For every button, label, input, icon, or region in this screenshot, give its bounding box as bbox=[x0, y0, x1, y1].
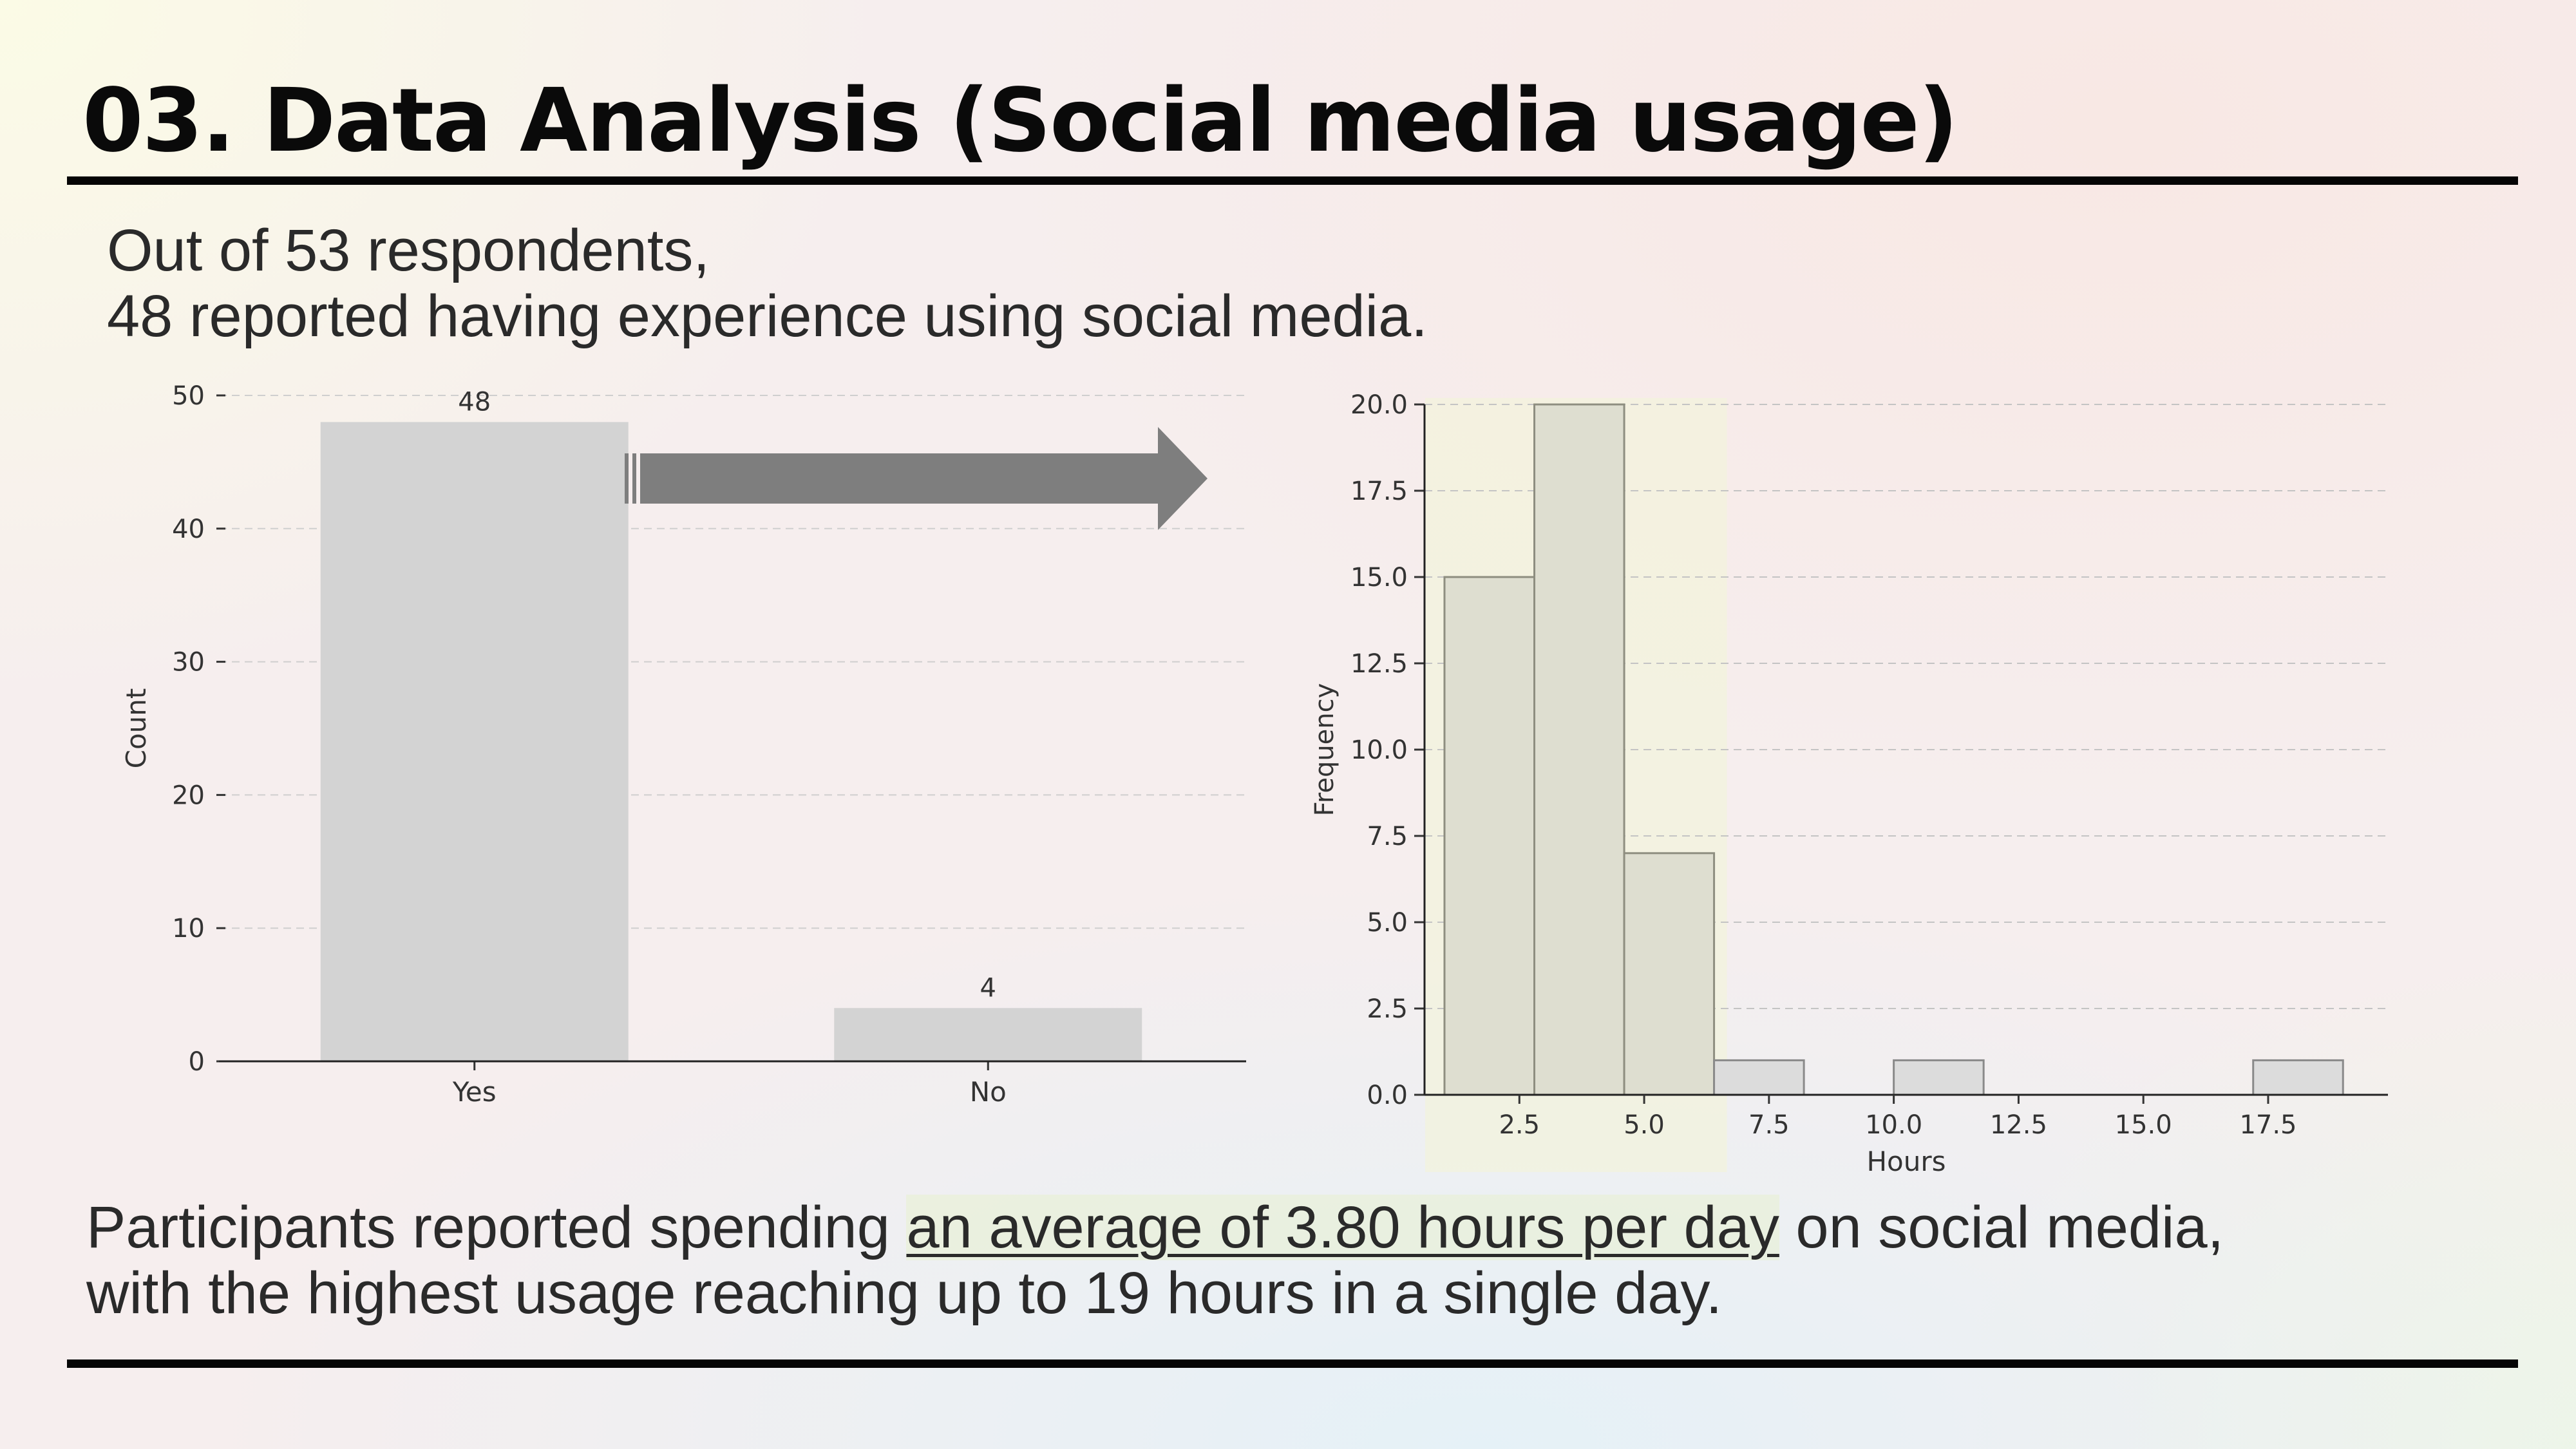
y-tick-label: 2.5 bbox=[1367, 994, 1408, 1024]
y-axis-label: Count bbox=[120, 688, 152, 769]
intro-line-2: 48 reported having experience using soci… bbox=[107, 283, 1428, 349]
summary-text: Participants reported spending an averag… bbox=[86, 1195, 2224, 1326]
summary-line-2: with the highest usage reaching up to 19… bbox=[86, 1260, 1723, 1326]
x-tick-label: 15.0 bbox=[2115, 1110, 2172, 1140]
y-tick-label: 5.0 bbox=[1367, 908, 1408, 938]
x-axis-label: Hours bbox=[1866, 1146, 1946, 1177]
bottom-divider bbox=[67, 1359, 2518, 1368]
hist-bar bbox=[1623, 852, 1716, 1096]
y-tick-label: 30 bbox=[172, 648, 205, 677]
y-tick-label: 7.5 bbox=[1367, 822, 1408, 851]
y-tick-label: 10.0 bbox=[1350, 735, 1408, 765]
title-divider bbox=[67, 176, 2518, 185]
hist-bar bbox=[2252, 1059, 2344, 1096]
x-tick-label: 7.5 bbox=[1748, 1110, 1790, 1140]
y-tick-label: 15.0 bbox=[1350, 563, 1408, 592]
bar-data-label: 4 bbox=[980, 973, 996, 1003]
y-tick-label: 12.5 bbox=[1350, 649, 1408, 679]
y-tick-label: 20 bbox=[172, 781, 205, 810]
x-tick-label: 17.5 bbox=[2239, 1110, 2297, 1140]
y-axis-label: Frequency bbox=[1310, 683, 1340, 817]
x-tick-label: 12.5 bbox=[1990, 1110, 2047, 1140]
bar-yes bbox=[320, 422, 629, 1061]
slide-title: 03. Data Analysis (Social media usage) bbox=[82, 70, 1958, 172]
y-tick-label: 0 bbox=[189, 1047, 205, 1077]
x-tick-label: Yes bbox=[452, 1076, 497, 1108]
hist-bar bbox=[1713, 1059, 1805, 1096]
hist-bar bbox=[1443, 576, 1536, 1096]
hist-bar bbox=[1893, 1059, 1985, 1096]
summary-prefix: Participants reported spending bbox=[86, 1195, 907, 1260]
hist-bar bbox=[1533, 403, 1625, 1096]
x-tick-label: 10.0 bbox=[1865, 1110, 1922, 1140]
intro-text: Out of 53 respondents, 48 reported havin… bbox=[107, 218, 1428, 349]
summary-suffix: on social media, bbox=[1779, 1195, 2224, 1260]
bar-data-label: 48 bbox=[458, 387, 491, 417]
summary-line-1: Participants reported spending an averag… bbox=[86, 1195, 2224, 1260]
y-tick-label: 20.0 bbox=[1350, 390, 1408, 420]
x-tick-label: 5.0 bbox=[1624, 1110, 1665, 1140]
x-tick-label: 2.5 bbox=[1499, 1110, 1540, 1140]
usage-bar-chart: 0 10 20 30 40 50 Count 48 Yes 4 No bbox=[120, 381, 1246, 1108]
hours-histogram: 0.0 2.5 5.0 7.5 10.0 12.5 15.0 17.5 20.0 Frequenc… bbox=[1310, 390, 2388, 1177]
y-tick-label: 10 bbox=[172, 914, 205, 943]
y-tick-label: 50 bbox=[172, 381, 205, 411]
x-tick-label: No bbox=[970, 1076, 1007, 1108]
y-tick-label: 40 bbox=[172, 515, 205, 544]
average-highlight: an average of 3.80 hours per day bbox=[906, 1195, 1779, 1260]
intro-line-1: Out of 53 respondents, bbox=[107, 218, 710, 283]
y-tick-label: 17.5 bbox=[1350, 477, 1408, 506]
y-tick-label: 0.0 bbox=[1367, 1081, 1408, 1110]
right-arrow-icon bbox=[625, 427, 1208, 530]
bar-no bbox=[834, 1008, 1142, 1061]
